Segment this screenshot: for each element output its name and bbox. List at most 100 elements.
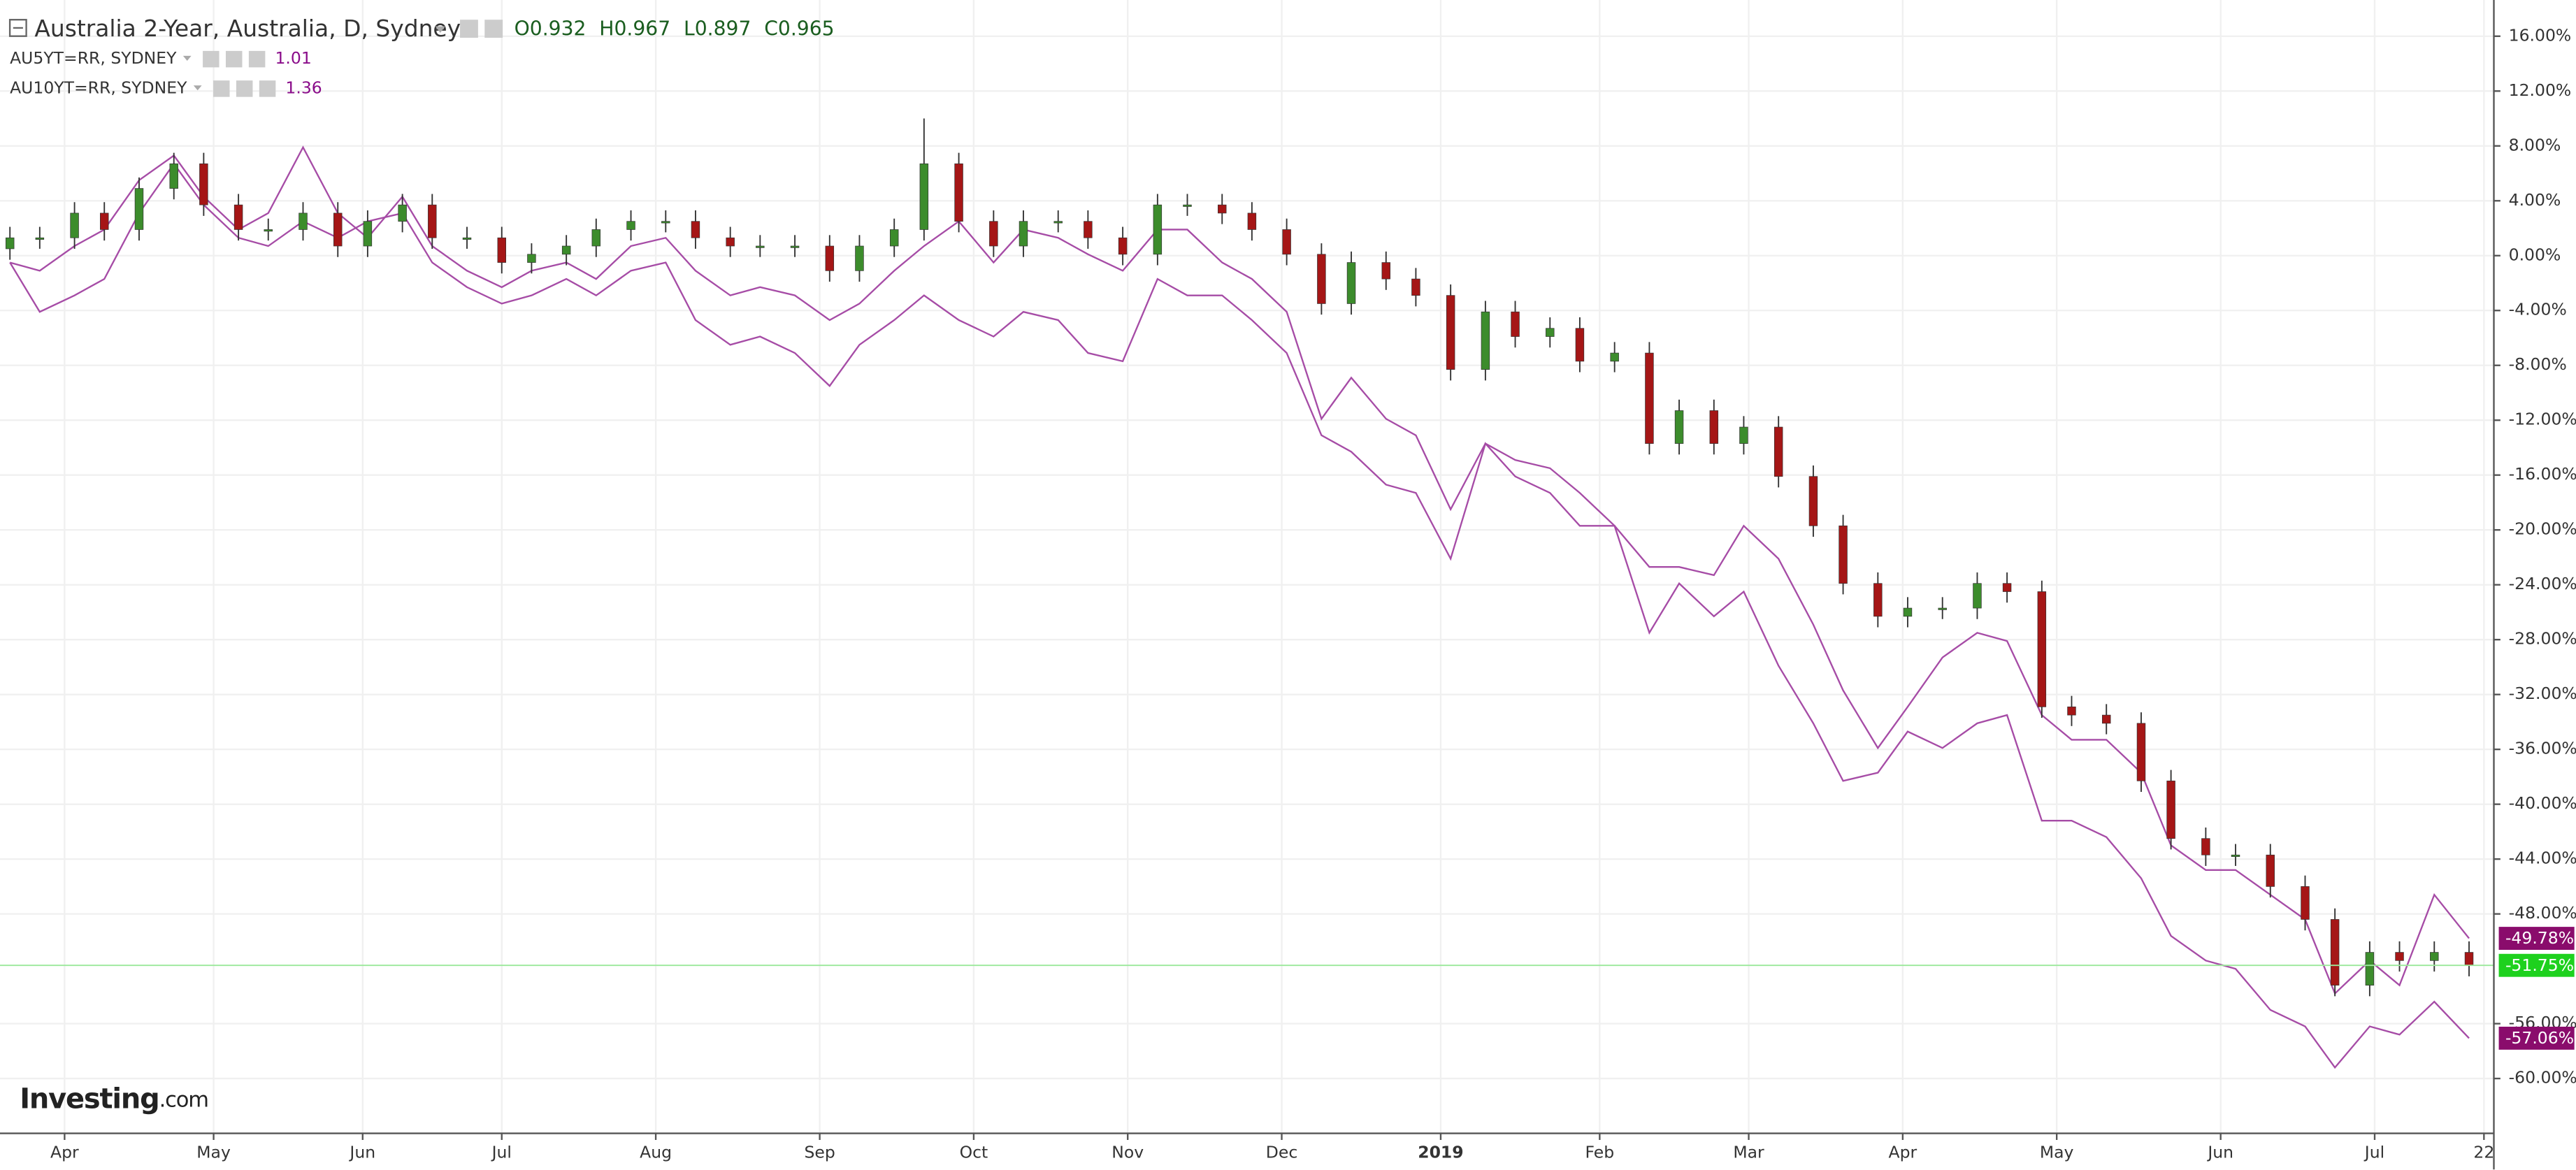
legend: AU5YT=RR, SYDNEY 1.01 AU10YT=RR, SYDNEY 1.3… [10,48,322,97]
x-tick-label: Apr [1889,1142,1917,1162]
candle-body [825,245,835,271]
y-tick-label: -4.00% [2509,300,2567,319]
x-tick-label: 2019 [1418,1142,1463,1162]
candle-body [2136,723,2146,781]
y-tick-label: -24.00% [2509,574,2576,593]
logo-suffix: .com [159,1088,208,1112]
candle-body [2266,854,2275,887]
candle-body [626,221,635,230]
candle-body [1546,328,1555,337]
candle-body [2430,952,2439,961]
candle-body [428,204,437,238]
candle-body [2067,706,2076,716]
y-tick-label: -20.00% [2509,519,2576,539]
grid [0,0,2494,1134]
x-tick-label: Apr [50,1142,79,1162]
x-tick-label: 22 [2473,1142,2494,1162]
collapse-icon[interactable] [8,19,27,37]
y-tick-label: -48.00% [2509,903,2576,923]
x-tick-label: Feb [1585,1142,1615,1162]
readout-value: 0.897 [695,17,751,40]
candle-body [591,229,601,247]
legend-value: 1.36 [285,78,322,97]
legend-value: 1.01 [275,48,311,68]
logo-name: Investing [20,1083,159,1115]
x-tick-label: Oct [960,1142,988,1162]
price-tag [2498,927,2575,951]
readout-key: C [764,17,778,40]
candle-body [497,237,507,263]
x-tick-label: Dec [1266,1142,1297,1162]
dropdown [193,85,202,91]
readout-key: L [684,17,695,40]
x-tick-label: Jun [348,1142,375,1162]
x-tick-label: Jul [2363,1142,2384,1162]
candle-body [1575,328,1585,362]
line-series [9,145,2470,995]
candle-body [2201,838,2210,855]
candle-body [1610,352,1619,362]
candle-body [2102,714,2111,724]
y-tick-label: 8.00% [2509,135,2561,154]
y-tick-label: -28.00% [2509,629,2576,649]
candle-body [1153,204,1163,255]
price-tag-label: -49.78% [2505,928,2574,948]
legend-icon [225,50,243,68]
candle-body [2395,952,2404,961]
x-tick-label: Mar [1733,1142,1764,1162]
candle-body [1381,262,1390,280]
y-tick-label: -16.00% [2509,464,2576,484]
candle-body [264,229,273,232]
candle-body [1282,229,1291,255]
legend-icon [213,80,230,97]
y-tick-label: 0.00% [2509,245,2561,264]
candle-body [2037,591,2047,707]
candle-body [889,229,899,247]
plot [0,118,2494,1069]
x-tick-label: Sep [804,1142,835,1162]
y-tick-label: -36.00% [2509,739,2576,758]
candle-body [561,245,571,255]
x-tick-label: Jun [2206,1142,2233,1162]
x-tick-label: May [196,1142,231,1162]
x-tick-label: Jul [491,1142,512,1162]
readout-key: O [515,17,530,40]
readout-value: 0.967 [614,17,670,40]
visibility-icon[interactable] [460,20,478,38]
candle-body [333,212,343,247]
candle-body [855,245,864,271]
candle-body [661,221,670,224]
candle-body [1973,583,1982,609]
candle-body [134,188,144,230]
candle-body [398,204,407,222]
candle-body [1247,212,1257,230]
candle-body [462,237,472,240]
legend-icon [248,50,266,68]
candle-body [2301,886,2310,920]
candle-body [1709,410,1719,444]
readout-value: 0.965 [778,17,835,40]
candle-body [1317,254,1326,304]
x-tick-label: May [2040,1142,2074,1162]
dropdown[interactable] [435,26,445,34]
candle-body [691,221,700,238]
candle-body [989,221,998,247]
x-tick-label: Aug [640,1142,672,1162]
dropdown [182,55,192,61]
price-tag-label: -51.75% [2505,955,2574,975]
axes: 16.00% 12.00% 8.00% 4.00% 0.00% -4.00% -8.00% -… [50,25,2576,1162]
y-tick-label: -40.00% [2509,793,2576,813]
candle-body [1739,426,1748,444]
candle-body [1808,476,1818,526]
y-tick-label: -32.00% [2509,684,2576,703]
legend-name: AU10YT=RR, SYDNEY [10,78,187,97]
readout-value: 0.932 [530,17,587,40]
settings-icon[interactable] [484,20,503,38]
x-tick-label: Nov [1111,1142,1144,1162]
candle-body [1411,278,1420,296]
candle-body [1645,352,1654,444]
candle-body [2166,780,2175,839]
y-tick-label: -44.00% [2509,848,2576,868]
candle-body [1674,410,1684,444]
candle-body [1511,311,1520,337]
